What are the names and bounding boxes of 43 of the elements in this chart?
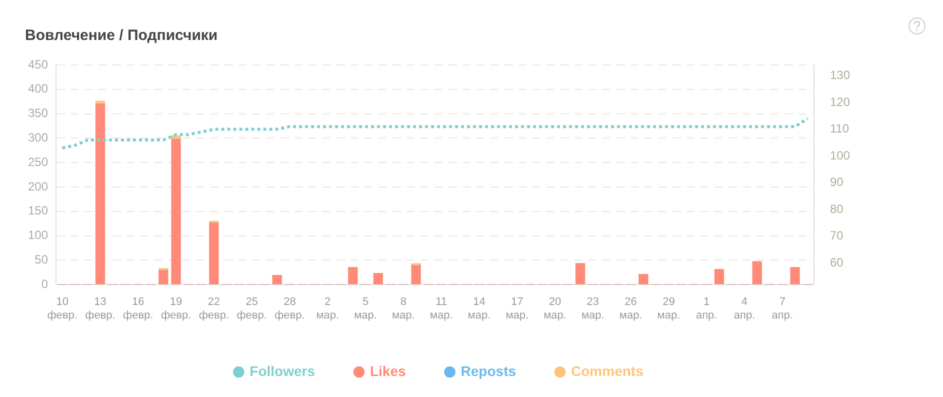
- y-tick-label: 450: [28, 57, 48, 72]
- y2-tick-label: 100: [830, 148, 850, 162]
- legend-label: Followers: [250, 362, 316, 379]
- y2-tick-label: 110: [830, 122, 850, 136]
- x-tick-label: 4 апр.: [734, 296, 756, 322]
- x-tick-label: 7 апр.: [772, 296, 794, 322]
- y2-tick-label: 120: [830, 94, 850, 109]
- y2-tick-label: 90: [830, 175, 844, 190]
- chart-title: Вовлечение / Подписчики: [25, 27, 218, 44]
- y-tick-label: 250: [28, 154, 48, 169]
- y-tick-label: 100: [28, 228, 48, 242]
- x-tick-label: 2 мар.: [316, 296, 340, 322]
- y2-tick-label: 130: [830, 68, 850, 82]
- y-tick-label: 150: [28, 204, 48, 218]
- x-tick-label: 13 февр.: [85, 296, 116, 322]
- x-tick-label: 19 февр.: [160, 296, 192, 322]
- legend-label: Likes: [370, 362, 406, 379]
- x-tick-label: 17 мар.: [506, 296, 529, 322]
- x-tick-label: 11 мар.: [430, 296, 453, 322]
- x-tick-label: 10 февр.: [47, 296, 78, 322]
- y2-tick-label: 70: [830, 228, 844, 243]
- x-tick-label: 28 февр.: [274, 296, 305, 322]
- legend-label: Comments: [571, 362, 644, 379]
- y-tick-label: 350: [28, 106, 48, 120]
- x-tick-label: 8 мар.: [392, 296, 415, 322]
- x-tick-label: 14 мар.: [468, 296, 491, 322]
- y-tick-label: 300: [28, 130, 48, 145]
- x-tick-label: 20 мар.: [544, 296, 566, 322]
- x-tick-label: 26 мар.: [619, 296, 642, 322]
- y-tick-label: 0: [41, 276, 48, 291]
- x-tick-label: 25 февр.: [236, 296, 267, 322]
- y-tick-label: 200: [28, 179, 48, 194]
- x-tick-label: 16 февр.: [123, 296, 154, 322]
- x-tick-label: 23 мар.: [581, 296, 604, 322]
- y2-tick-label: 60: [830, 255, 844, 270]
- x-tick-label: 22 февр.: [198, 296, 230, 322]
- y2-tick-label: 80: [830, 202, 844, 216]
- x-tick-label: 29 мар.: [657, 296, 680, 322]
- y-tick-label: 50: [34, 252, 48, 267]
- x-tick-label: 1 апр.: [696, 296, 718, 322]
- y-tick-label: 400: [28, 82, 48, 96]
- legend-label: Reposts: [460, 362, 516, 379]
- x-tick-label: 5 мар.: [354, 296, 377, 322]
